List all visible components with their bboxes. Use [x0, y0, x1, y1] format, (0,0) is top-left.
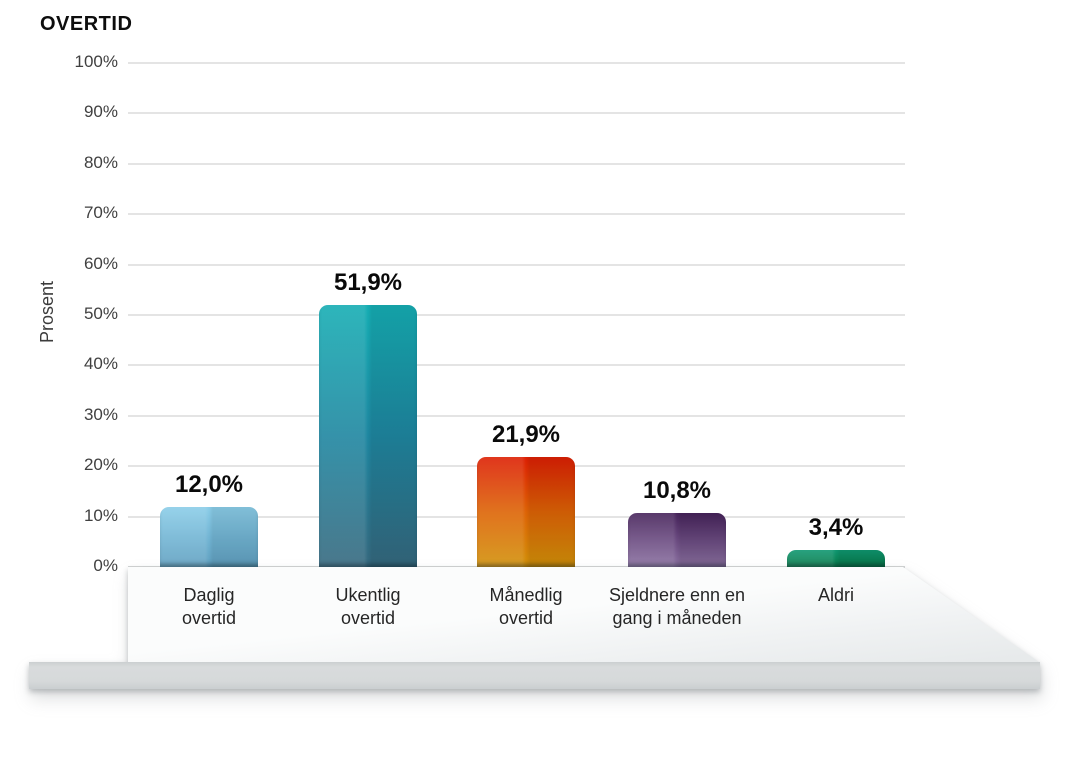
gridline-50 — [128, 314, 905, 316]
bar-value-label-daglig-overtid: 12,0% — [174, 470, 244, 498]
y-tick-label-60: 60% — [83, 253, 118, 273]
gridline-90 — [128, 112, 905, 115]
x-category-label-line: overtid — [498, 608, 554, 628]
chart-title: OVERTID — [40, 13, 133, 35]
bar-value-label-manedlig-overtid: 21,9% — [491, 420, 561, 448]
bar-value-label-aldri: 3,4% — [808, 513, 864, 541]
x-category-label-sjeldnere: Sjeldnere enn en gang i måneden — [582, 584, 772, 630]
bar-sjeldnere — [628, 512, 726, 567]
x-category-label-line: gang i måneden — [612, 608, 742, 628]
bar-value-label-sjeldnere: 10,8% — [642, 476, 712, 504]
bar-ukentlig-overtid — [319, 305, 417, 567]
x-category-label-manedlig-overtid: Månedlig overtid — [431, 584, 621, 630]
x-category-label-line: Daglig — [183, 585, 235, 605]
x-category-label-line: Ukentlig — [335, 585, 401, 605]
y-tick-label-50: 50% — [83, 304, 118, 323]
platform-front-face — [29, 662, 1040, 689]
bar-aldri — [787, 549, 885, 567]
platform-top-surface — [128, 567, 1039, 662]
bar-daglig-overtid — [160, 506, 258, 567]
gridline-60 — [128, 263, 905, 266]
x-category-label-aldri: Aldri — [741, 584, 931, 607]
gridline-40 — [128, 364, 905, 367]
bar-manedlig-overtid — [477, 456, 575, 567]
y-tick-label-70: 70% — [83, 203, 118, 223]
x-category-label-daglig-overtid: Daglig overtid — [114, 584, 304, 630]
gridline-30 — [128, 414, 905, 417]
y-tick-label-80: 80% — [83, 152, 118, 172]
gridline-80 — [128, 162, 905, 165]
x-category-label-line: overtid — [181, 608, 237, 628]
x-category-label-ukentlig-overtid: Ukentlig overtid — [273, 584, 463, 630]
y-tick-label-20: 20% — [83, 455, 118, 475]
x-category-label-line: Aldri — [817, 585, 854, 605]
x-category-label-line: Månedlig — [489, 585, 563, 605]
bar-value-label-ukentlig-overtid: 51,9% — [333, 269, 403, 297]
y-tick-label-90: 90% — [83, 102, 118, 122]
y-tick-label-100: 100% — [74, 52, 118, 71]
gridline-100 — [128, 62, 905, 64]
x-category-label-line: Sjeldnere enn en — [608, 585, 746, 605]
y-tick-label-10: 10% — [83, 505, 118, 525]
y-tick-label-30: 30% — [83, 404, 118, 424]
y-tick-label-40: 40% — [83, 354, 118, 374]
x-category-label-line: overtid — [340, 608, 396, 628]
y-tick-label-0: 0% — [93, 556, 118, 575]
gridline-70 — [128, 213, 905, 216]
